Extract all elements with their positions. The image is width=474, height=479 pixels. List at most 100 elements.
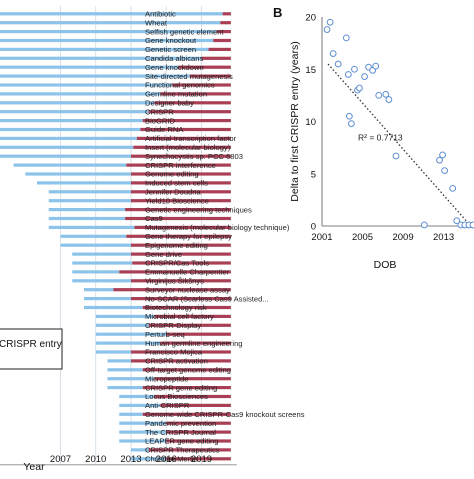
panel-b-axes: [321, 17, 474, 227]
category-label: CRISPR-Display: [145, 321, 201, 330]
panel-b-letter: B: [273, 5, 282, 20]
bar-before-crispr: [119, 439, 167, 443]
category-label: Microbial cell factory: [145, 312, 214, 321]
panel-a-x-axis-title: Year: [23, 461, 45, 473]
panel-b-points: [323, 18, 474, 229]
category-label: Selfish genetic element: [145, 27, 224, 36]
category-label: Human germline engineering: [145, 339, 243, 348]
category-label: CRISPR interference: [145, 161, 216, 170]
bar-before-crispr: [0, 30, 217, 34]
bar-after-crispr: [220, 21, 231, 25]
bar-after-crispr: [178, 65, 231, 69]
bar-after-crispr: [131, 154, 231, 158]
bar-before-crispr: [37, 181, 131, 185]
category-label: Perturb-seq: [145, 330, 185, 339]
scatter-point: [342, 34, 350, 42]
category-label: Micropeptide: [145, 374, 188, 383]
bar-before-crispr: [0, 38, 214, 43]
bar-before-crispr: [119, 394, 155, 399]
category-label: Jennifer Doudna: [145, 188, 202, 197]
bar-before-crispr: [0, 110, 149, 114]
panel-b-trendline: [327, 63, 470, 225]
bar-after-crispr: [148, 323, 231, 327]
category-label: Gene knockdown: [145, 63, 204, 72]
category-label: Francisco Mojica: [145, 348, 203, 357]
bar-before-crispr: [60, 234, 127, 238]
category-label: CRISPR Therapeutics: [145, 446, 220, 455]
bar-before-crispr: [95, 332, 167, 336]
category-label: Genome-wide CRISPR-Cas9 knockout screens: [145, 410, 305, 419]
panel-b-x-tick-label: 2009: [392, 232, 413, 243]
category-label: Mutagenesis (molecular biology technique…: [145, 223, 290, 232]
bar-after-crispr: [131, 279, 231, 283]
bar-after-crispr: [119, 270, 231, 274]
bar-before-crispr: [48, 199, 131, 203]
bar-before-crispr: [0, 21, 221, 25]
category-label: Wheat: [145, 18, 168, 27]
scatter-point: [372, 62, 380, 70]
category-label: Off-target genome editing: [145, 366, 231, 375]
bar-before-crispr: [0, 154, 131, 158]
scatter-point: [347, 120, 355, 127]
bar-after-crispr: [166, 430, 231, 434]
scatter-point: [334, 60, 342, 68]
bar-before-crispr: [119, 421, 167, 425]
panel-b-y-axis-title: Delta to first CRISPR entry (years): [289, 41, 301, 201]
bar-after-crispr: [154, 394, 231, 399]
panel-b-r-squared: R² = 0.7713: [358, 132, 403, 142]
panel-a-x-tick-label: 2016: [156, 454, 177, 465]
category-label: Yield10 Bioscience: [145, 196, 209, 205]
category-label: Locus Biosciences: [145, 392, 208, 401]
bar-before-crispr: [95, 341, 161, 345]
panel-b-y-tick-label: 0: [311, 222, 316, 233]
bar-before-crispr: [107, 386, 143, 390]
panel-b-x-tick-label: 2005: [352, 232, 373, 243]
bar-after-crispr: [131, 199, 231, 203]
bar-before-crispr: [0, 12, 223, 16]
bar-before-crispr: [95, 323, 149, 327]
bar-after-crispr: [166, 457, 231, 461]
panel-a-x-tick-label: 2019: [191, 454, 212, 465]
panel-b-x-tick-labels: 2001 2005 2009 2013: [311, 232, 454, 243]
bar-after-crispr: [131, 359, 231, 363]
panel-a-bars: [0, 12, 231, 461]
panel-b-y-tick-label: 20: [305, 13, 316, 24]
bar-after-crispr: [222, 12, 231, 16]
bar-before-crispr: [72, 252, 131, 256]
bar-before-crispr: [107, 368, 143, 372]
bar-before-crispr: [131, 457, 167, 461]
bar-after-crispr: [160, 92, 231, 96]
scatter-point: [392, 152, 400, 160]
scatter-point: [385, 96, 393, 103]
bar-after-crispr: [213, 38, 231, 43]
scatter-point: [356, 84, 363, 92]
category-label: Site-directed mutagenesis: [145, 72, 233, 81]
bar-after-crispr: [160, 341, 231, 345]
scatter-point: [382, 90, 390, 98]
category-label: Surveyor nuclease assay: [145, 285, 230, 294]
category-label: Cas9: [145, 214, 163, 223]
scatter-point: [436, 156, 443, 164]
category-label: LEAPER gene editing: [145, 437, 218, 446]
category-label: Functional genomics: [145, 81, 215, 90]
panel-b-y-tick-label: 5: [311, 169, 316, 180]
panel-b-x-axis-title: DOB: [374, 259, 397, 271]
bar-before-crispr: [72, 279, 131, 283]
bar-after-crispr: [142, 386, 231, 390]
category-label: Virginijus Šikšnys: [145, 277, 204, 286]
bar-before-crispr: [0, 83, 173, 87]
scatter-point: [345, 112, 353, 120]
bar-before-crispr: [107, 359, 131, 363]
panel-b-x-tick-label: 2013: [433, 232, 454, 243]
category-label: Antibiotic: [145, 10, 176, 19]
bar-before-crispr: [72, 261, 133, 265]
bar-before-crispr: [48, 216, 126, 221]
bar-before-crispr: [0, 119, 143, 123]
bar-before-crispr: [0, 145, 134, 149]
bar-after-crispr: [166, 421, 231, 425]
bar-after-crispr: [142, 368, 231, 372]
bar-after-crispr: [134, 225, 231, 229]
category-label: CRISPR gene editing: [145, 383, 217, 392]
bar-after-crispr: [131, 190, 231, 194]
